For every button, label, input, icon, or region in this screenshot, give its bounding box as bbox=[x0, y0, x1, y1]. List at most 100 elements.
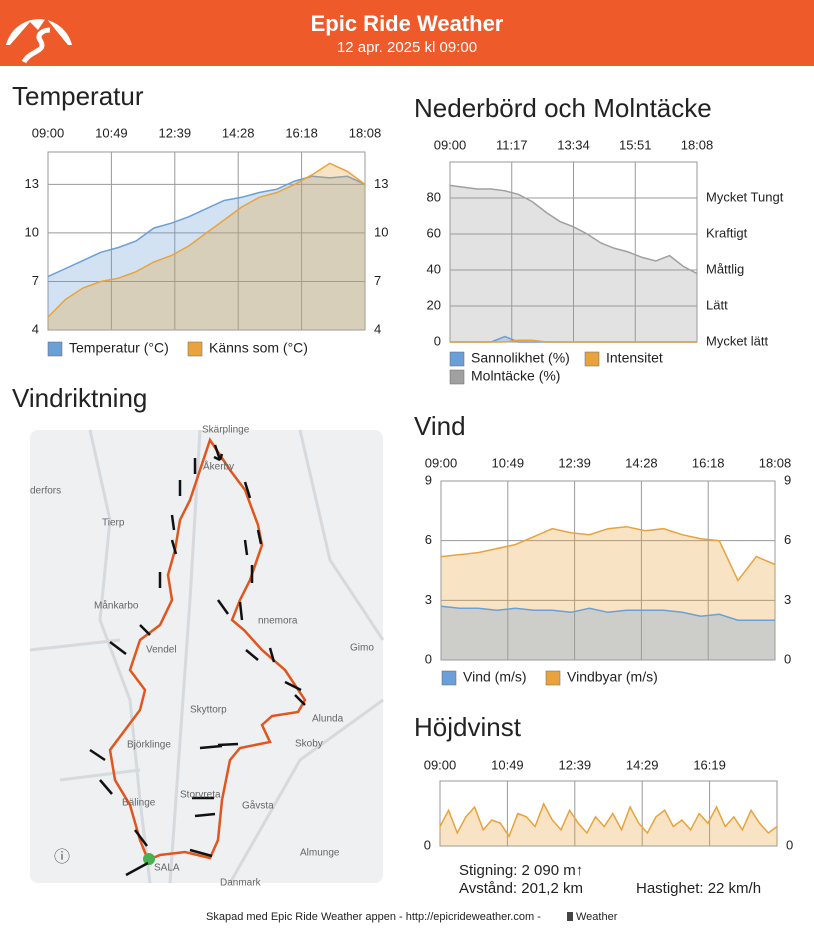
y-tick-label: 20 bbox=[427, 297, 441, 312]
x-tick-label: 14:28 bbox=[625, 455, 658, 470]
place-label: Danmark bbox=[220, 878, 262, 889]
x-tick-label: 10:49 bbox=[491, 757, 524, 772]
place-label: Skärplinge bbox=[202, 425, 250, 436]
y-tick-label: 80 bbox=[427, 189, 441, 204]
x-tick-label: 18:08 bbox=[349, 125, 382, 140]
y2-tick-label: 13 bbox=[374, 176, 388, 191]
legend-swatch bbox=[187, 341, 203, 357]
y2-tick-label: 6 bbox=[784, 532, 791, 547]
series-line bbox=[47, 175, 366, 278]
series-area bbox=[441, 526, 775, 660]
x-tick-label: 16:18 bbox=[692, 455, 725, 470]
legend-label: Vind (m/s) bbox=[463, 669, 527, 685]
y-tick-label: 0 bbox=[434, 333, 441, 348]
series-area bbox=[48, 163, 365, 330]
x-tick-label: 09:00 bbox=[434, 137, 467, 152]
legend-label: Molntäcke (%) bbox=[471, 368, 560, 384]
app-title: Epic Ride Weather bbox=[311, 11, 504, 36]
series-area bbox=[450, 185, 697, 342]
x-tick-label: 16:19 bbox=[693, 757, 726, 772]
y2-tick-label: 4 bbox=[374, 321, 381, 336]
y2-tick-label: Måttlig bbox=[706, 261, 744, 276]
place-label: Björklinge bbox=[127, 740, 171, 751]
series-line bbox=[440, 525, 776, 582]
x-tick-label: 09:00 bbox=[32, 125, 65, 140]
x-tick-label: 18:08 bbox=[681, 137, 714, 152]
place-label: Gåvsta bbox=[242, 800, 274, 812]
y-tick-label: 40 bbox=[427, 261, 441, 276]
legend-swatch bbox=[449, 351, 465, 367]
place-label: Skyttorp bbox=[190, 705, 227, 716]
x-tick-label: 12:39 bbox=[159, 125, 192, 140]
y2-tick-label: 0 bbox=[784, 651, 791, 666]
x-tick-label: 12:39 bbox=[559, 757, 592, 772]
x-tick-label: 10:49 bbox=[95, 125, 128, 140]
place-label: Skoby bbox=[295, 739, 323, 750]
legend-swatch bbox=[47, 341, 63, 357]
legend-swatch bbox=[584, 351, 600, 367]
y2-tick-label: 10 bbox=[374, 224, 388, 239]
x-tick-label: 10:49 bbox=[492, 455, 525, 470]
place-label: Tierp bbox=[102, 518, 125, 529]
y-tick-label: 3 bbox=[425, 592, 432, 607]
x-tick-label: 14:28 bbox=[222, 125, 255, 140]
legend-label: Temperatur (°C) bbox=[69, 340, 169, 356]
x-tick-label: 13:34 bbox=[557, 137, 590, 152]
place-label: derfors bbox=[30, 486, 61, 497]
place-label: Storvreta bbox=[180, 790, 221, 801]
svg-text:ⓘ: ⓘ bbox=[54, 848, 70, 866]
x-tick-label: 18:08 bbox=[759, 455, 792, 470]
y-tick-label: 0 bbox=[425, 651, 432, 666]
series-area bbox=[48, 176, 365, 330]
brand-icon bbox=[567, 912, 573, 921]
legend-swatch bbox=[545, 670, 561, 686]
stat-climb: Stigning: 2 090 m↑ bbox=[459, 862, 583, 879]
x-tick-label: 16:18 bbox=[285, 125, 318, 140]
y-tick-label: 7 bbox=[32, 273, 39, 288]
y2-tick-label: 9 bbox=[784, 472, 791, 487]
x-tick-label: 11:17 bbox=[496, 137, 528, 152]
chart-title: Vind bbox=[414, 411, 466, 441]
y2-tick-label: Lätt bbox=[706, 297, 728, 312]
series-line bbox=[47, 162, 366, 318]
place-label: Bälinge bbox=[122, 798, 156, 809]
legend-label: Vindbyar (m/s) bbox=[567, 669, 658, 685]
series-area bbox=[441, 606, 775, 660]
place-label: nnemora bbox=[258, 616, 298, 627]
y2-tick-label: 3 bbox=[784, 592, 791, 607]
y2-tick-label: 0 bbox=[786, 837, 793, 852]
place-label: Alunda bbox=[312, 714, 344, 725]
x-tick-label: 15:51 bbox=[619, 137, 652, 152]
place-label: Månkarbo bbox=[94, 600, 139, 612]
legend-swatch bbox=[441, 670, 457, 686]
chart-title: Höjdvinst bbox=[414, 712, 522, 742]
legend-label: Intensitet bbox=[606, 350, 663, 366]
chart-title: Nederbörd och Molntäcke bbox=[414, 93, 712, 123]
chart-title: Temperatur bbox=[12, 81, 144, 111]
y2-tick-label: 7 bbox=[374, 273, 381, 288]
place-label: Vendel bbox=[146, 645, 177, 656]
header-bar bbox=[0, 0, 814, 66]
y-tick-label: 0 bbox=[424, 837, 431, 852]
place-label: SALA bbox=[154, 863, 180, 874]
y2-tick-label: Kraftigt bbox=[706, 225, 748, 240]
legend-swatch bbox=[449, 369, 465, 385]
map-title: Vindriktning bbox=[12, 383, 147, 413]
legend-label: Sannolikhet (%) bbox=[471, 350, 570, 366]
place-label: Almunge bbox=[300, 848, 340, 859]
x-tick-label: 14:29 bbox=[626, 757, 659, 772]
x-tick-label: 09:00 bbox=[424, 757, 457, 772]
y-tick-label: 10 bbox=[25, 224, 39, 239]
legend-label: Känns som (°C) bbox=[209, 340, 308, 356]
y2-tick-label: Mycket Tungt bbox=[706, 189, 784, 204]
y-tick-label: 6 bbox=[425, 532, 432, 547]
footer-brand: Weather bbox=[576, 911, 618, 923]
y-tick-label: 9 bbox=[425, 472, 432, 487]
x-tick-label: 09:00 bbox=[425, 455, 458, 470]
map: ⓘ bbox=[29, 429, 385, 884]
series-line bbox=[439, 801, 778, 838]
logo bbox=[6, 18, 72, 64]
app-subtitle: 12 apr. 2025 kl 09:00 bbox=[337, 39, 477, 56]
y-tick-label: 4 bbox=[32, 321, 39, 336]
